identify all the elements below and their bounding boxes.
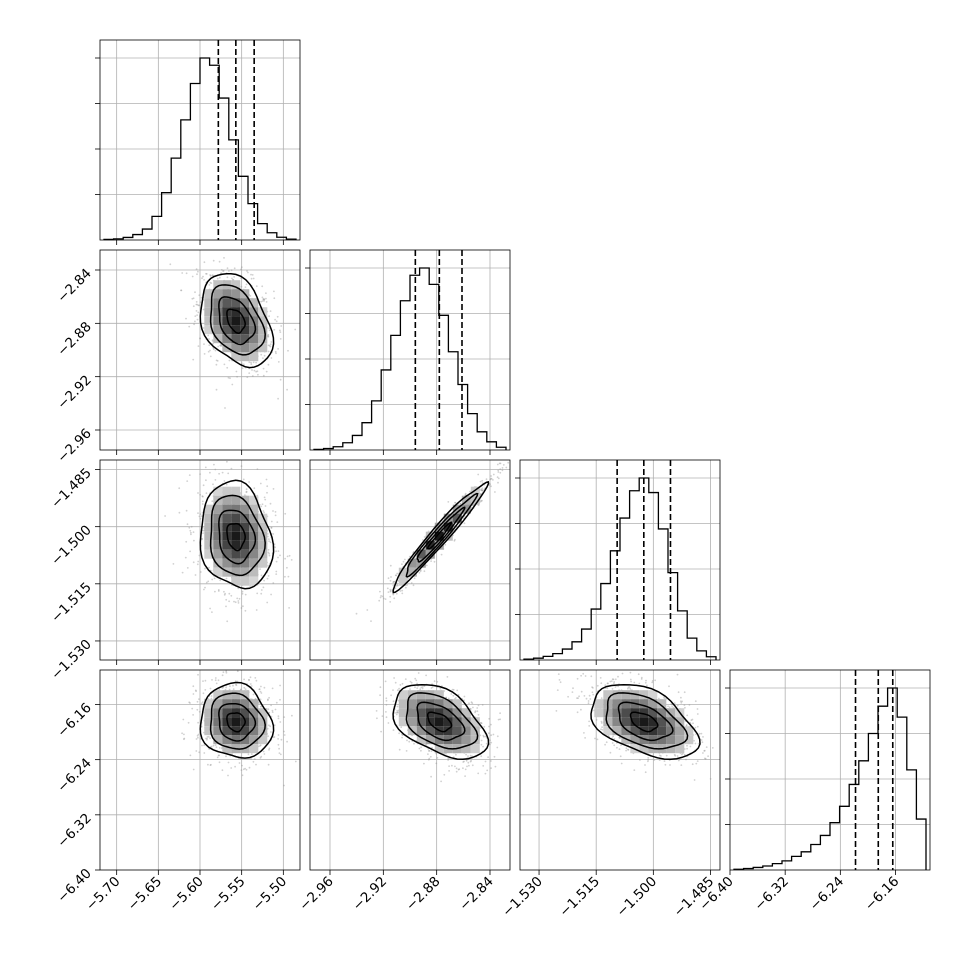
xtick-label-0-1: −5.65	[125, 874, 166, 915]
contour-2-0-0	[226, 523, 246, 552]
xtick-label-1-0: −2.96	[296, 874, 337, 915]
contour-2-0-1	[218, 509, 257, 565]
xtick-label-3-2: −6.24	[807, 874, 848, 915]
xtick-label-3-1: −6.32	[751, 874, 792, 915]
ytick-label-3-1: −6.32	[54, 810, 95, 851]
contour-3-2-1	[617, 701, 674, 742]
panel-1-1	[305, 249, 511, 455]
panel-1-0: −2.96 −2.92 −2.88 −2.84	[54, 249, 301, 467]
contour-3-1-2	[405, 692, 479, 750]
ytick-label-1-3: −2.84	[54, 266, 95, 307]
contour-3-2-3	[590, 684, 701, 761]
contour-3-0-0	[226, 712, 246, 733]
contour-1-0-2	[209, 284, 266, 356]
contour-3-2-2	[605, 692, 689, 750]
xtick-label-1-2: −2.88	[403, 874, 444, 915]
contour-1-0-1	[218, 296, 257, 346]
panel-2-0: −1.530 −1.515 −1.500 −1.485	[48, 459, 301, 683]
xtick-label-2-1: −1.515	[556, 874, 603, 921]
xtick-label-2-0: −1.530	[499, 874, 546, 921]
panel-2-2	[515, 459, 721, 665]
ytick-label-2-1: −1.515	[48, 579, 95, 626]
ytick-label-1-0: −2.96	[54, 426, 95, 467]
xtick-label-3-3: −6.16	[862, 874, 903, 915]
panel-3-1: −2.96 −2.92 −2.88 −2.84	[296, 669, 511, 915]
contour-3-1-1	[416, 701, 466, 742]
histogram-3	[733, 687, 927, 870]
ytick-label-3-2: −6.24	[54, 755, 95, 796]
contour-2-1-0	[426, 521, 453, 550]
contour-3-1-3	[392, 684, 490, 761]
contour-3-0-3	[199, 681, 275, 759]
panel-3-0: −5.70 −5.65 −5.60 −5.55 −5.50−6.40−6.32−6.24…	[54, 669, 301, 915]
contour-2-1-1	[416, 506, 466, 563]
contour-3-2-0	[629, 711, 659, 733]
ytick-label-2-0: −1.530	[48, 636, 95, 683]
xtick-label-1-3: −2.84	[456, 874, 497, 915]
contour-1-0-0	[226, 308, 246, 334]
ytick-label-2-3: −1.485	[48, 465, 95, 512]
contour-3-0-1	[218, 703, 257, 742]
panel-3-2: −1.530 −1.515 −1.500 −1.485	[499, 669, 721, 921]
contour-2-1-2	[405, 492, 479, 578]
contour-3-0-2	[209, 692, 266, 750]
xtick-label-2-2: −1.500	[614, 874, 661, 921]
ytick-label-2-2: −1.500	[48, 522, 95, 569]
ytick-label-1-1: −2.92	[54, 372, 95, 413]
xtick-label-0-4: −5.50	[250, 874, 291, 915]
histogram-2	[523, 477, 717, 660]
xtick-label-0-3: −5.55	[208, 874, 249, 915]
panel-3-3: −6.40 −6.32 −6.24 −6.16	[696, 669, 931, 915]
contour-2-0-2	[209, 494, 266, 577]
contour-1-0-3	[199, 272, 275, 369]
panel-2-1	[309, 459, 511, 665]
histogram-0	[103, 57, 297, 241]
xtick-label-0-2: −5.60	[166, 874, 207, 915]
panel-0-0	[95, 39, 301, 245]
histogram-1	[313, 267, 507, 451]
ytick-label-3-3: −6.16	[54, 700, 95, 741]
xtick-label-1-1: −2.92	[350, 874, 391, 915]
contour-2-0-3	[199, 479, 275, 590]
contour-3-1-0	[426, 711, 453, 733]
contour-2-1-3	[392, 480, 490, 594]
ytick-label-1-2: −2.88	[54, 319, 95, 360]
